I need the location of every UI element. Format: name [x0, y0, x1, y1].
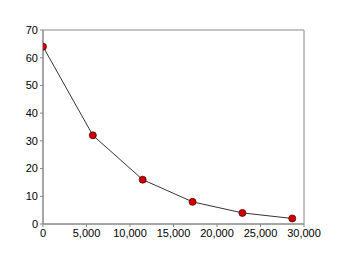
svg-text:0: 0: [32, 218, 38, 230]
svg-text:20,000: 20,000: [200, 227, 234, 239]
svg-text:70: 70: [26, 24, 38, 36]
svg-text:60: 60: [26, 52, 38, 64]
svg-text:0: 0: [40, 227, 46, 239]
svg-text:30,000: 30,000: [287, 227, 321, 239]
svg-text:15,000: 15,000: [157, 227, 191, 239]
svg-text:10,000: 10,000: [113, 227, 147, 239]
svg-text:5,000: 5,000: [73, 227, 101, 239]
svg-text:30: 30: [26, 135, 38, 147]
svg-text:10: 10: [26, 190, 38, 202]
svg-text:50: 50: [26, 79, 38, 91]
svg-text:40: 40: [26, 107, 38, 119]
svg-text:25,000: 25,000: [244, 227, 278, 239]
svg-text:20: 20: [26, 162, 38, 174]
